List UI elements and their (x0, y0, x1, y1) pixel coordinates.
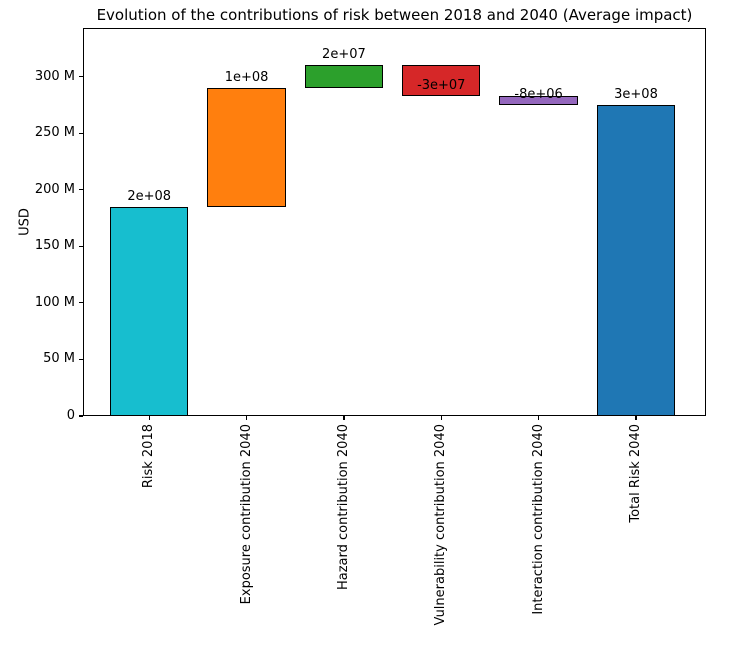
bar-value-label: 1e+08 (224, 69, 269, 85)
bar-value-label: -3e+07 (417, 78, 466, 94)
y-axis-tick (79, 189, 83, 191)
y-tick-label: 150 M (34, 238, 75, 254)
bar-vulnerability-contribution-2040 (402, 65, 481, 97)
bar-hazard-contribution-2040 (304, 65, 384, 88)
bar-value-label: 3e+08 (614, 86, 658, 102)
bar-total-risk-2040 (596, 104, 676, 416)
x-axis-tick (538, 416, 540, 420)
y-tick-label: 300 M (34, 68, 75, 84)
y-tick-label: 50 M (43, 351, 75, 367)
y-tick-label: 250 M (34, 125, 75, 141)
x-tick-label: Risk 2018 (141, 424, 157, 489)
bar-value-label: -8e+06 (514, 86, 563, 102)
x-axis-tick (245, 416, 248, 420)
y-axis-tick (79, 245, 83, 247)
x-axis-tick (440, 416, 442, 420)
x-axis-tick (343, 416, 345, 420)
y-axis-tick (79, 76, 83, 78)
y-axis-label: USD (17, 208, 33, 236)
bar-value-label: 2e+07 (322, 47, 366, 63)
x-tick-label: Total Risk 2040 (628, 424, 643, 523)
bar-risk-2018 (110, 207, 189, 416)
y-axis-tick (79, 132, 83, 134)
y-axis-tick (79, 358, 83, 361)
y-tick-label: 0 (66, 408, 75, 423)
bar-interaction-contribution-2040 (499, 96, 578, 105)
x-tick-label: Exposure contribution 2040 (238, 424, 254, 605)
y-tick-label: 200 M (34, 181, 75, 197)
bar-value-label: 2e+08 (127, 189, 172, 205)
chart-title: Evolution of the contributions of risk b… (96, 6, 693, 24)
y-axis-tick (79, 415, 83, 417)
bar-exposure-contribution-2040 (207, 87, 286, 208)
x-tick-label: Interaction contribution 2040 (530, 424, 546, 615)
x-axis-tick (148, 416, 150, 420)
y-axis-tick (79, 302, 83, 304)
x-tick-label: Vulnerability contribution 2040 (433, 424, 449, 626)
x-tick-label: Hazard contribution 2040 (335, 424, 351, 591)
y-tick-label: 100 M (34, 294, 75, 310)
x-axis-tick (635, 416, 637, 420)
